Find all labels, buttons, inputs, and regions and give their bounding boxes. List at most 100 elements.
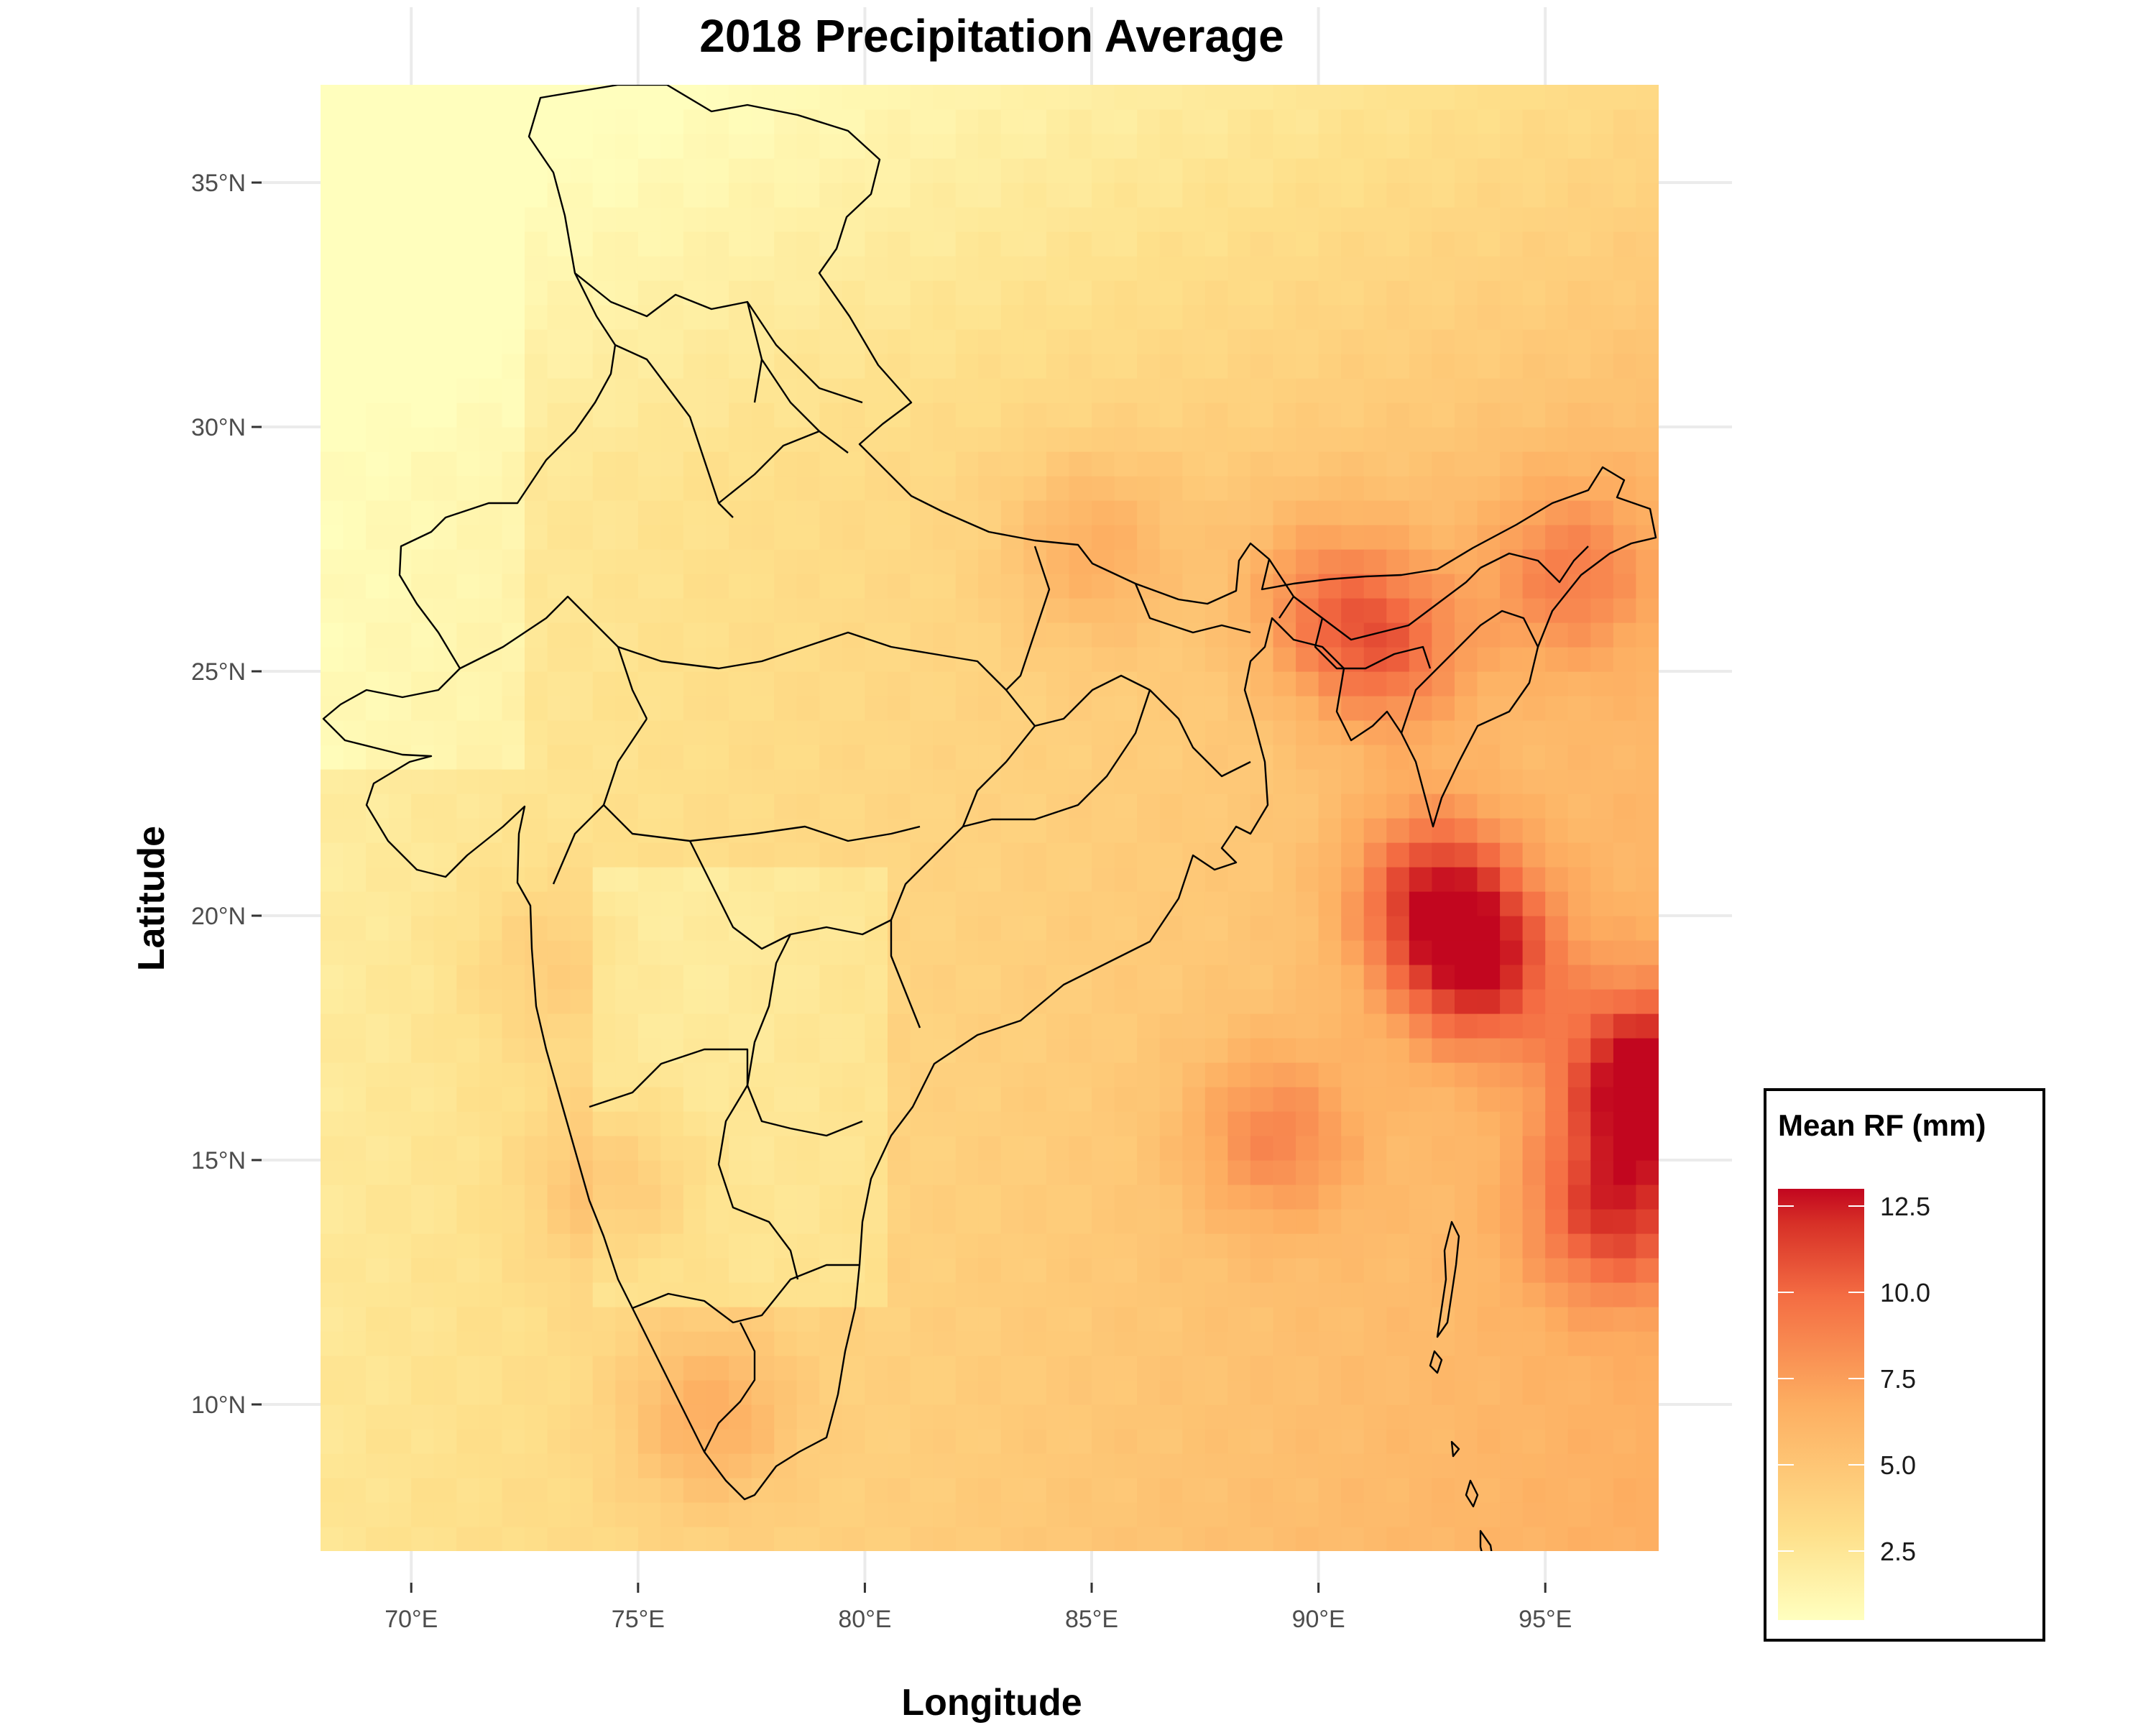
raster-cell: [1522, 671, 1546, 696]
raster-cell: [1477, 1404, 1501, 1430]
raster-cell: [796, 1087, 820, 1112]
raster-cell: [1046, 256, 1070, 281]
raster-cell: [888, 842, 911, 868]
raster-cell: [706, 1233, 729, 1259]
raster-cell: [1409, 183, 1432, 208]
raster-cell: [1545, 1429, 1569, 1454]
raster-cell: [865, 1453, 888, 1478]
raster-cell: [592, 231, 616, 257]
raster-cell: [343, 1013, 367, 1039]
raster-cell: [888, 1282, 911, 1307]
raster-cell: [456, 109, 480, 134]
raster-cell: [1341, 1136, 1365, 1161]
raster-cell: [1318, 745, 1342, 770]
raster-cell: [433, 1136, 457, 1161]
raster-cell: [1613, 818, 1637, 843]
raster-cell: [1363, 134, 1387, 159]
raster-cell: [525, 354, 548, 379]
raster-cell: [910, 451, 934, 477]
raster-cell: [525, 1111, 548, 1136]
raster-cell: [547, 1331, 571, 1356]
raster-cell: [1069, 134, 1092, 159]
raster-cell: [1341, 256, 1365, 281]
raster-cell: [1023, 402, 1047, 428]
raster-cell: [1522, 1013, 1546, 1039]
raster-cell: [1613, 1136, 1637, 1161]
raster-cell: [1182, 940, 1206, 965]
raster-cell: [1159, 207, 1183, 232]
raster-cell: [888, 1038, 911, 1063]
raster-cell: [1500, 940, 1524, 965]
raster-cell: [978, 280, 1002, 305]
raster-cell: [1386, 1429, 1410, 1454]
raster-cell: [1500, 427, 1524, 452]
raster-cell: [637, 500, 661, 525]
raster-cell: [910, 769, 934, 794]
raster-cell: [1341, 1478, 1365, 1503]
raster-cell: [615, 134, 639, 159]
raster-cell: [729, 696, 752, 721]
raster-cell: [1567, 842, 1591, 868]
raster-cell: [1522, 1160, 1546, 1185]
raster-cell: [1137, 1331, 1161, 1356]
raster-cell: [751, 500, 775, 525]
raster-cell: [865, 598, 888, 623]
raster-cell: [388, 965, 412, 990]
raster-cell: [1069, 1282, 1092, 1307]
raster-cell: [796, 85, 820, 110]
raster-cell: [1636, 1258, 1659, 1283]
raster-cell: [933, 1013, 957, 1039]
raster-cell: [1455, 891, 1478, 916]
raster-cell: [1182, 427, 1206, 452]
raster-cell: [1500, 671, 1524, 696]
raster-cell: [570, 1209, 594, 1234]
raster-cell: [933, 280, 957, 305]
raster-cell: [865, 207, 888, 232]
raster-cell: [819, 1062, 843, 1087]
raster-cell: [592, 891, 616, 916]
raster-cell: [1182, 1356, 1206, 1381]
raster-cell: [547, 354, 571, 379]
raster-cell: [910, 1380, 934, 1405]
raster-cell: [502, 549, 525, 574]
raster-cell: [479, 1404, 503, 1430]
raster-cell: [479, 1478, 503, 1503]
raster-cell: [1363, 1233, 1387, 1259]
raster-cell: [1137, 427, 1161, 452]
raster-cell: [1477, 1013, 1501, 1039]
raster-cell: [1386, 85, 1410, 110]
raster-cell: [933, 1160, 957, 1185]
raster-cell: [910, 940, 934, 965]
raster-cell: [1613, 647, 1637, 672]
raster-cell: [1613, 1062, 1637, 1087]
raster-cell: [842, 1527, 866, 1551]
raster-cell: [321, 1356, 344, 1381]
raster-cell: [1159, 500, 1183, 525]
raster-cell: [1182, 1380, 1206, 1405]
raster-cell: [456, 329, 480, 354]
raster-cell: [1114, 1429, 1138, 1454]
raster-cell: [1432, 1380, 1455, 1405]
state-boundaries-north: [459, 272, 863, 719]
raster-cell: [1432, 1038, 1455, 1063]
raster-cell: [774, 1013, 798, 1039]
raster-cell: [1522, 794, 1546, 819]
raster-cell: [660, 305, 684, 330]
raster-cell: [1159, 598, 1183, 623]
raster-cell: [388, 280, 412, 305]
raster-cell: [910, 1209, 934, 1234]
raster-cell: [433, 476, 457, 501]
raster-cell: [1023, 427, 1047, 452]
raster-cell: [1092, 1184, 1115, 1210]
raster-cell: [547, 916, 571, 941]
raster-cell: [1500, 1062, 1524, 1087]
raster-cell: [502, 1062, 525, 1087]
raster-cell: [343, 549, 367, 574]
raster-cell: [796, 256, 820, 281]
raster-cell: [1567, 1282, 1591, 1307]
raster-cell: [955, 329, 979, 354]
raster-cell: [547, 85, 571, 110]
raster-cell: [388, 158, 412, 183]
raster-cell: [1114, 671, 1138, 696]
raster-cell: [1159, 1111, 1183, 1136]
